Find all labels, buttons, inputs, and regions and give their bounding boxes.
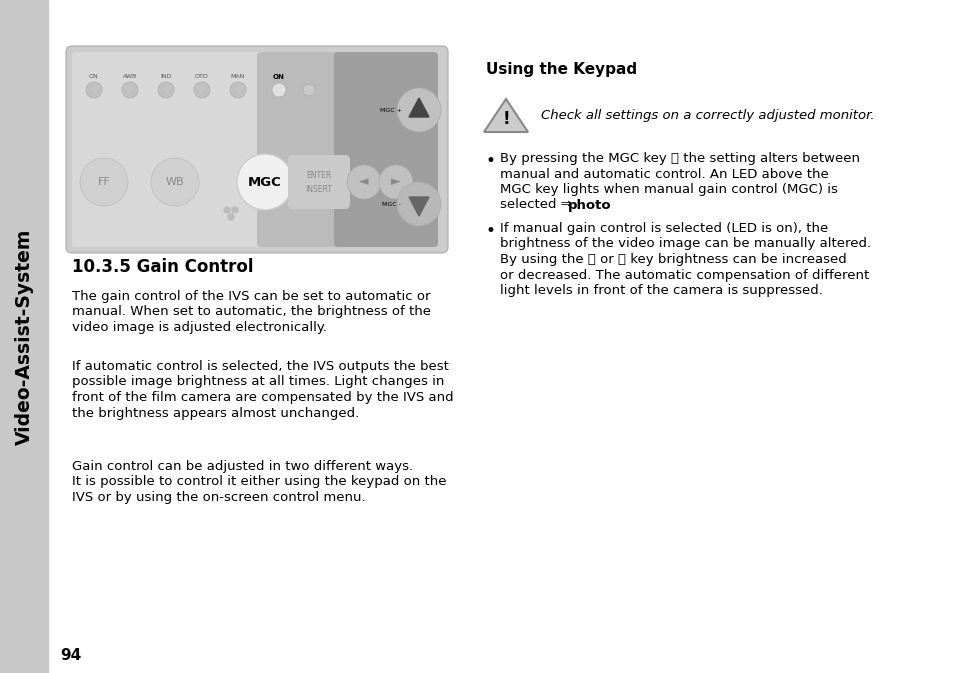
Text: Check all settings on a correctly adjusted monitor.: Check all settings on a correctly adjust… (540, 110, 874, 122)
Text: manual. When set to automatic, the brightness of the: manual. When set to automatic, the brigh… (71, 306, 431, 318)
Text: 10.3.5 Gain Control: 10.3.5 Gain Control (71, 258, 253, 276)
Text: IND: IND (160, 75, 172, 79)
Polygon shape (409, 197, 429, 216)
Text: ENTER: ENTER (306, 172, 332, 180)
Circle shape (193, 82, 210, 98)
Text: MGC -: MGC - (381, 201, 400, 207)
Text: By using the ⒲ or ⒳ key brightness can be increased: By using the ⒲ or ⒳ key brightness can b… (499, 253, 846, 266)
Text: AWB: AWB (123, 75, 137, 79)
Text: OTD: OTD (195, 75, 209, 79)
Circle shape (303, 84, 314, 96)
Text: MGC +: MGC + (379, 108, 401, 112)
Polygon shape (483, 99, 527, 132)
Text: or decreased. The automatic compensation of different: or decreased. The automatic compensation… (499, 269, 868, 281)
FancyBboxPatch shape (71, 52, 274, 247)
Text: photo: photo (567, 199, 611, 211)
Circle shape (230, 82, 246, 98)
Text: brightness of the video image can be manually altered.: brightness of the video image can be man… (499, 238, 870, 250)
Text: ►: ► (391, 176, 400, 188)
Polygon shape (409, 98, 429, 117)
Text: possible image brightness at all times. Light changes in: possible image brightness at all times. … (71, 376, 444, 388)
Text: MGC key lights when manual gain control (MGC) is: MGC key lights when manual gain control … (499, 183, 837, 196)
Text: FF: FF (97, 177, 111, 187)
Text: IVS or by using the on-screen control menu.: IVS or by using the on-screen control me… (71, 491, 365, 504)
Circle shape (122, 82, 138, 98)
Circle shape (232, 207, 237, 213)
Text: MAN: MAN (231, 75, 245, 79)
Circle shape (86, 82, 102, 98)
Text: ON: ON (273, 74, 285, 80)
Text: Using the Keypad: Using the Keypad (485, 62, 637, 77)
Text: Video-Assist-System: Video-Assist-System (14, 228, 33, 445)
Text: It is possible to control it either using the keypad on the: It is possible to control it either usin… (71, 476, 446, 489)
Text: front of the film camera are compensated by the IVS and: front of the film camera are compensated… (71, 391, 453, 404)
Circle shape (396, 88, 440, 132)
Circle shape (228, 214, 233, 220)
Text: manual and automatic control. An LED above the: manual and automatic control. An LED abo… (499, 168, 828, 180)
Text: If automatic control is selected, the IVS outputs the best: If automatic control is selected, the IV… (71, 360, 449, 373)
Text: The gain control of the IVS can be set to automatic or: The gain control of the IVS can be set t… (71, 290, 430, 303)
Circle shape (396, 182, 440, 226)
Text: MGC: MGC (248, 176, 281, 188)
FancyBboxPatch shape (334, 52, 437, 247)
Text: •: • (485, 152, 496, 170)
Circle shape (236, 154, 293, 210)
Text: By pressing the MGC key Ⓦ the setting alters between: By pressing the MGC key Ⓦ the setting al… (499, 152, 859, 165)
Text: Gain control can be adjusted in two different ways.: Gain control can be adjusted in two diff… (71, 460, 413, 473)
FancyBboxPatch shape (66, 46, 448, 253)
Text: !: ! (501, 110, 509, 128)
Circle shape (347, 165, 380, 199)
Circle shape (80, 158, 128, 206)
Text: 94: 94 (60, 647, 81, 662)
Text: If manual gain control is selected (LED is on), the: If manual gain control is selected (LED … (499, 222, 827, 235)
Text: WB: WB (166, 177, 184, 187)
Text: .: . (603, 199, 607, 211)
Text: light levels in front of the camera is suppressed.: light levels in front of the camera is s… (499, 284, 822, 297)
Circle shape (158, 82, 173, 98)
Text: ◄: ◄ (359, 176, 369, 188)
Text: INSERT: INSERT (305, 184, 333, 194)
Text: ON: ON (89, 75, 99, 79)
Circle shape (272, 83, 286, 97)
Circle shape (151, 158, 199, 206)
FancyBboxPatch shape (288, 155, 350, 209)
Text: the brightness appears almost unchanged.: the brightness appears almost unchanged. (71, 406, 359, 419)
Text: •: • (485, 222, 496, 240)
Circle shape (378, 165, 413, 199)
Text: video image is adjusted electronically.: video image is adjusted electronically. (71, 321, 327, 334)
Bar (0, 0, 48, 673)
Text: selected ⇒: selected ⇒ (499, 199, 571, 211)
FancyBboxPatch shape (256, 52, 350, 247)
Circle shape (224, 207, 230, 213)
